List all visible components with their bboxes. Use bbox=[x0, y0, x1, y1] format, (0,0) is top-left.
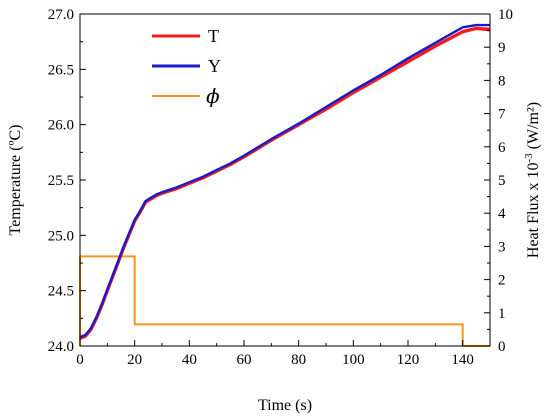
y-right-tick-label: 8 bbox=[498, 73, 506, 89]
y-right-tick-label: 4 bbox=[498, 206, 506, 222]
legend-label-t: T bbox=[208, 26, 219, 46]
y-right-tick-label: 7 bbox=[498, 107, 506, 123]
legend-label-y: Y bbox=[208, 56, 221, 76]
x-tick-label: 20 bbox=[127, 352, 142, 368]
y-left-tick-label: 25.5 bbox=[48, 173, 74, 189]
legend: T Y ϕ bbox=[152, 26, 221, 108]
x-tick-label: 0 bbox=[76, 352, 84, 368]
x-tick-label: 100 bbox=[342, 352, 365, 368]
labels-layer: Time (s) Temperature (ºC) Heat Flux x 10… bbox=[7, 102, 542, 414]
y-right-tick-label: 1 bbox=[498, 306, 506, 322]
y-right-label-prefix: Heat Flux x 10 bbox=[525, 163, 542, 259]
y-left-tick-label: 24.5 bbox=[48, 284, 74, 300]
x-tick-label: 60 bbox=[237, 352, 252, 368]
x-tick-label: 140 bbox=[451, 352, 474, 368]
legend-label-phi: ϕ bbox=[206, 84, 220, 108]
y-right-tick-label: 2 bbox=[498, 273, 506, 289]
y-right-label-exponent: -3 bbox=[523, 153, 535, 163]
x-tick-label: 120 bbox=[397, 352, 420, 368]
x-tick-label: 80 bbox=[291, 352, 306, 368]
y-right-tick-label: 9 bbox=[498, 40, 506, 56]
series-line bbox=[79, 23, 490, 339]
y-right-label-suffix: (W/m²) bbox=[525, 102, 542, 153]
y-left-tick-label: 26.5 bbox=[48, 62, 74, 78]
y-right-axis-label: Heat Flux x 10-3 (W/m²) bbox=[523, 102, 542, 258]
x-axis-label: Time (s) bbox=[258, 397, 312, 414]
y-right-tick-label: 5 bbox=[498, 173, 506, 189]
y-left-tick-label: 26.0 bbox=[48, 118, 74, 134]
y-right-tick-label: 3 bbox=[498, 239, 506, 255]
y-left-axis-label: Temperature (ºC) bbox=[7, 125, 24, 236]
ticks-layer: 0 20 40 60 80 100 120 14024.024.525.025.526.026… bbox=[48, 7, 513, 368]
y-left-tick-label: 27.0 bbox=[48, 7, 74, 23]
y-right-tick-label: 10 bbox=[498, 7, 513, 23]
x-tick-label: 40 bbox=[182, 352, 197, 368]
y-right-tick-label: 0 bbox=[498, 339, 506, 355]
y-left-tick-label: 25.0 bbox=[48, 228, 74, 244]
y-right-tick-label: 6 bbox=[498, 140, 506, 156]
y-left-tick-label: 24.0 bbox=[48, 339, 74, 355]
